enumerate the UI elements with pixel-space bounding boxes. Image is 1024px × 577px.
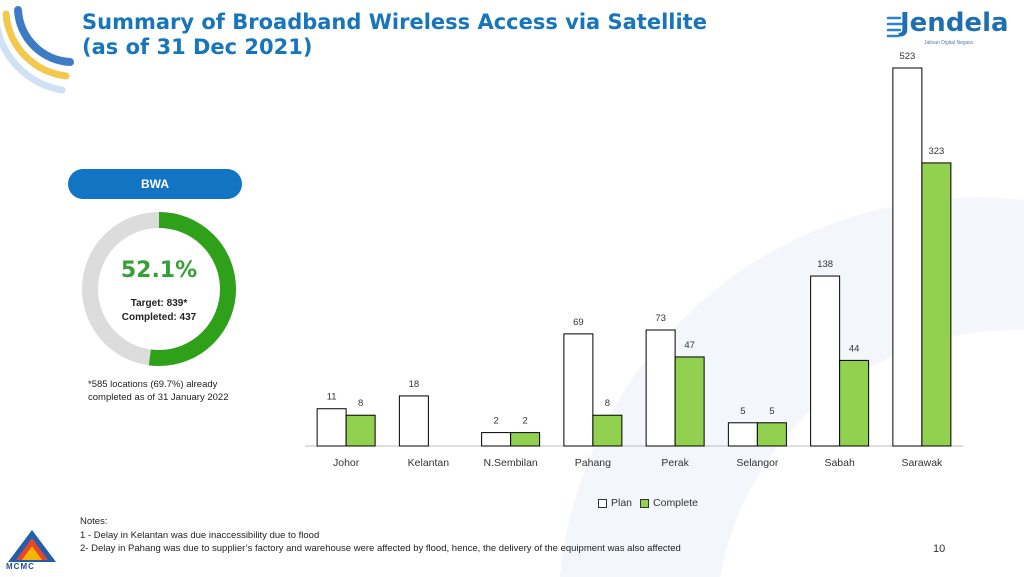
page-number: 10: [933, 543, 946, 555]
bar-plan-kelantan: [398, 395, 429, 447]
bar-plan-pahang: [563, 333, 594, 447]
bar-plan-nsembilan: [481, 432, 512, 447]
bar-plan-sabah: [810, 275, 841, 447]
notes-section: Notes: 1 - Delay in Kelantan was due ina…: [80, 515, 681, 556]
data-label-plan-selangor: 5: [740, 406, 745, 417]
page-title: Summary of Broadband Wireless Access via…: [82, 10, 802, 60]
data-label-plan-kelantan: 18: [409, 379, 420, 390]
bar-complete-johor: [345, 414, 376, 447]
bar-complete-sabah: [839, 359, 870, 447]
notes-heading: Notes:: [80, 516, 108, 527]
data-label-plan-nsembilan: 2: [493, 416, 498, 427]
bwa-label: BWA: [68, 169, 242, 199]
note-2: 2- Delay in Pahang was due to supplier’s…: [80, 543, 681, 554]
data-label-plan-johor: 11: [327, 392, 337, 403]
bwa-target: Target: 839*: [130, 298, 188, 309]
jendela-logo: Jendela Jalinan Digital Negara: [886, 8, 1016, 50]
bar-complete-perak: [674, 356, 705, 447]
legend-item-plan: Plan: [598, 497, 632, 509]
bar-complete-selangor: [756, 422, 787, 447]
legend-swatch-complete: [640, 498, 650, 508]
chart-legend: Plan Complete: [598, 497, 706, 509]
tick-label-johor: Johor: [333, 457, 360, 469]
logo-tagline: Jalinan Digital Negara: [924, 40, 973, 46]
bar-complete-nsembilan: [510, 432, 541, 447]
title-line-2: (as of 31 Dec 2021): [82, 35, 313, 59]
data-label-plan-sabah: 138: [817, 259, 833, 270]
bar-plan-johor: [316, 408, 347, 447]
tick-label-perak: Perak: [661, 457, 689, 469]
data-label-complete-selangor: 5: [769, 406, 774, 417]
tick-label-pahang: Pahang: [575, 457, 611, 469]
bar-plan-perak: [645, 329, 676, 447]
bar-complete-sarawak: [921, 162, 952, 447]
bwa-completed: Completed: 437: [121, 312, 197, 323]
legend-label-plan: Plan: [611, 497, 633, 509]
note-1: 1 - Delay in Kelantan was due inaccessib…: [80, 529, 320, 541]
data-label-complete-sarawak: 323: [928, 146, 944, 157]
bar-plan-sarawak: [892, 67, 923, 447]
mcmc-wordmark: MCMC: [6, 562, 35, 571]
footnote-line-2: completed as of 31 January 2022: [88, 392, 229, 403]
data-label-plan-pahang: 69: [573, 317, 584, 328]
tick-label-sabah: Sabah: [824, 457, 855, 469]
logo-wordmark: Jendela: [900, 8, 1009, 38]
logo-wave-icon: [886, 16, 904, 38]
title-line-1: Summary of Broadband Wireless Access via…: [82, 10, 707, 34]
data-label-plan-perak: 73: [655, 313, 666, 324]
tick-label-sarawak: Sarawak: [901, 457, 943, 469]
legend-swatch-plan: [598, 498, 607, 508]
data-label-complete-sabah: 44: [849, 343, 860, 354]
footnote-line-1: *585 locations (69.7%) already: [88, 379, 218, 390]
bwa-footnote: *585 locations (69.7%) already completed…: [88, 378, 278, 404]
mcmc-logo: [8, 530, 56, 562]
legend-label-complete: Complete: [653, 497, 698, 509]
bar-complete-pahang: [592, 414, 623, 447]
data-label-plan-sarawak: 523: [899, 51, 915, 62]
tick-label-selangor: Selangor: [736, 457, 779, 469]
legend-item-complete: Complete: [640, 497, 698, 509]
bwa-percent: 52.1%: [120, 258, 198, 283]
data-label-complete-pahang: 8: [605, 398, 610, 409]
tick-label-kelantan: Kelantan: [408, 457, 450, 469]
data-label-complete-perak: 47: [684, 340, 695, 351]
bwa-progress-donut: [82, 212, 236, 366]
data-label-complete-johor: 8: [358, 398, 363, 409]
bar-plan-selangor: [727, 422, 758, 447]
donut-progress-arc: [82, 212, 236, 366]
tick-label-nsembilan: N.Sembilan: [483, 457, 537, 469]
data-label-complete-nsembilan: 2: [522, 416, 527, 427]
